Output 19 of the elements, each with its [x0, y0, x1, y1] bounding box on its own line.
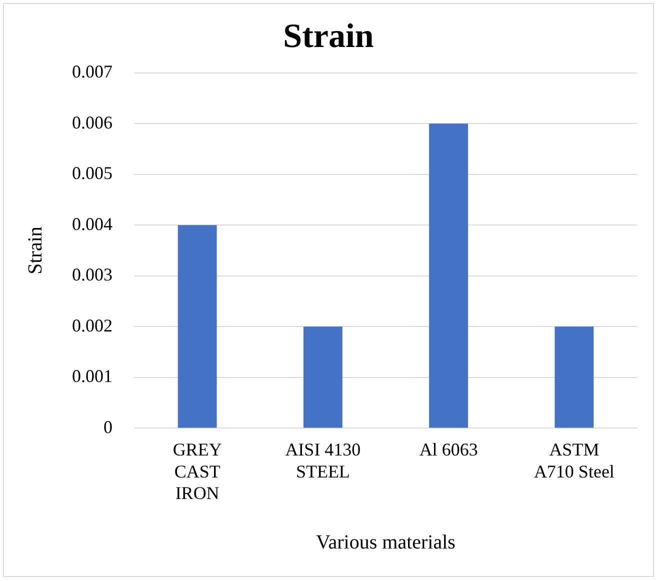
- x-axis-title: Various materials: [316, 531, 456, 554]
- y-tick-label: 0.005: [72, 163, 112, 184]
- y-tick-label: 0.007: [72, 62, 112, 82]
- y-tick-label: 0: [104, 416, 112, 437]
- x-tick-label: Al 6063: [419, 440, 478, 460]
- y-tick-label: 0.006: [72, 112, 112, 132]
- bar: [303, 326, 342, 428]
- chart-title: Strain: [283, 18, 374, 56]
- y-axis-title: Strain: [24, 226, 46, 274]
- bar: [429, 124, 468, 428]
- x-tick-label: AISI 4130 STEEL: [285, 440, 361, 482]
- x-tick-label: ASTM A710 Steel: [534, 440, 614, 482]
- y-tick-label: 0.002: [72, 315, 112, 336]
- bar: [554, 326, 594, 428]
- y-tick-label: 0.001: [72, 366, 112, 386]
- y-tick-label: 0.004: [72, 214, 112, 234]
- bar: [178, 225, 217, 428]
- y-tick-label: 0.003: [72, 264, 112, 285]
- x-tick-label: GREY CAST IRON: [172, 440, 222, 503]
